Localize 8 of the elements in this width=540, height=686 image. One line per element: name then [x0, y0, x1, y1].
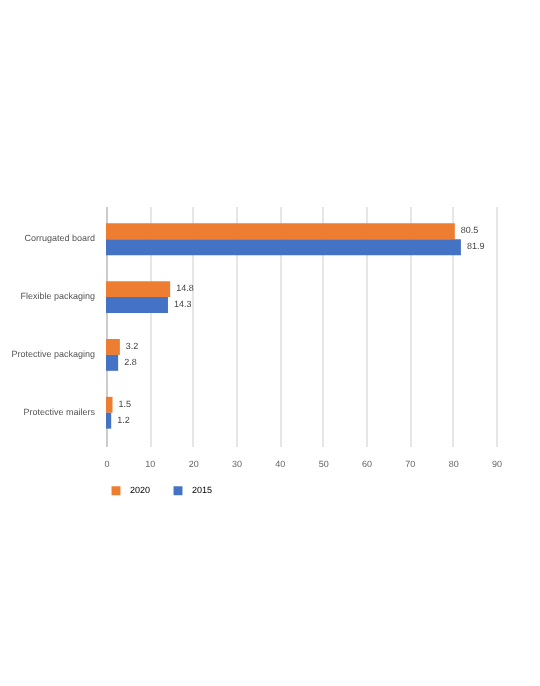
bar — [106, 281, 171, 298]
bar — [106, 297, 168, 313]
bar — [106, 396, 113, 413]
bar — [106, 412, 112, 429]
bar — [106, 339, 120, 355]
bar — [106, 223, 455, 240]
bar — [106, 239, 461, 256]
bar — [106, 354, 119, 371]
